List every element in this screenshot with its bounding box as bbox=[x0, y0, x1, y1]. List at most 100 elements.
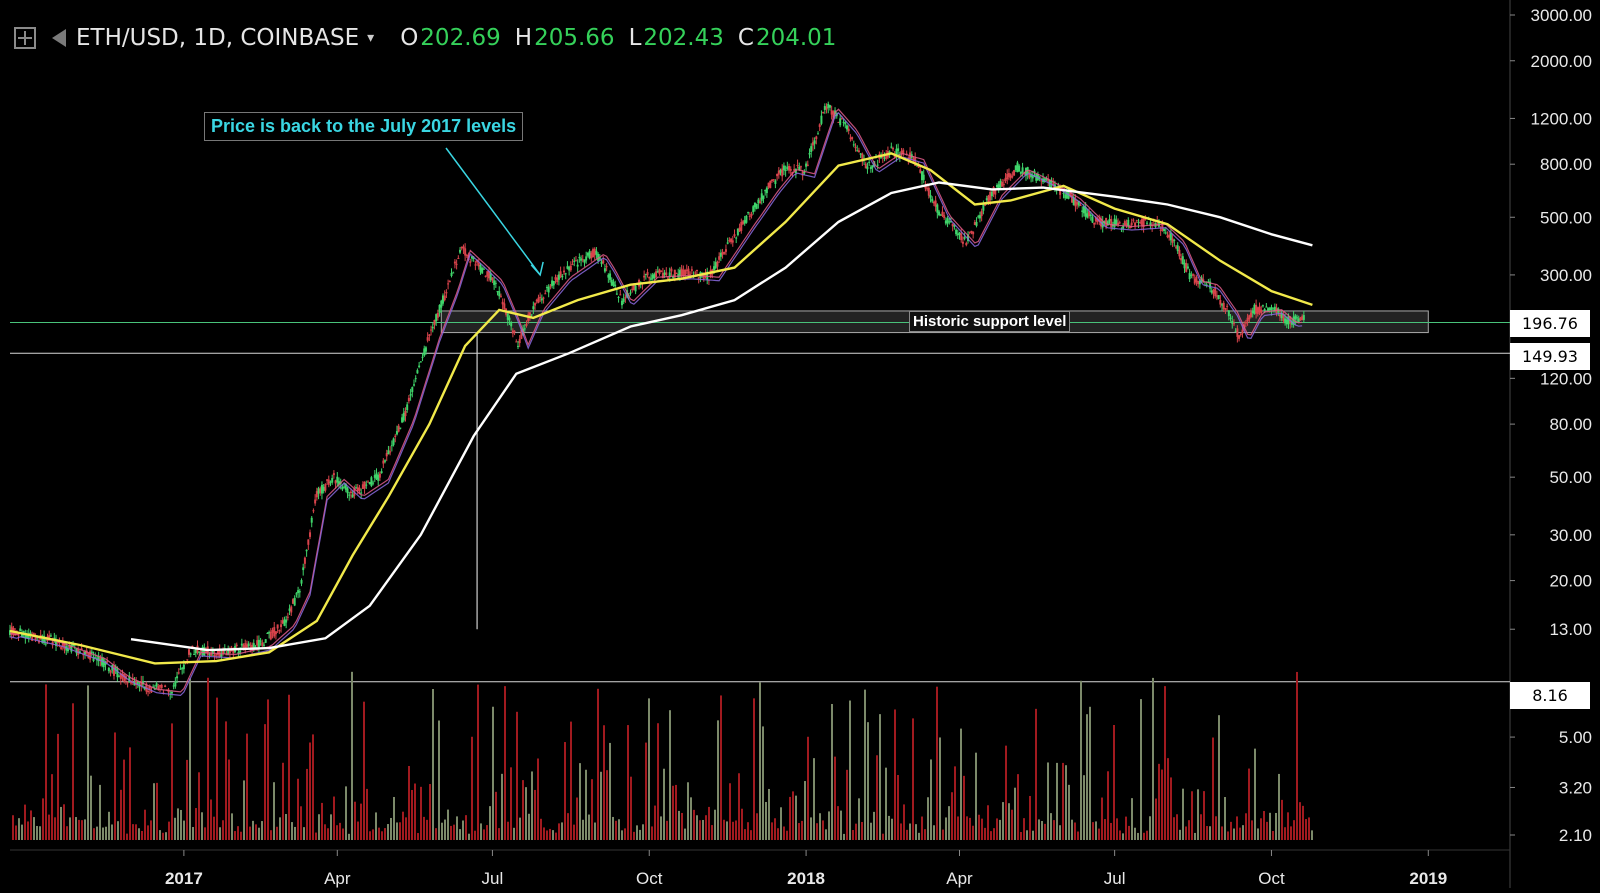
candle-body bbox=[26, 633, 29, 639]
chevron-down-icon[interactable]: ▾ bbox=[367, 30, 375, 46]
volume-bar bbox=[360, 803, 362, 840]
candle-body bbox=[455, 263, 458, 265]
candle-body bbox=[953, 225, 956, 227]
candle-body bbox=[382, 460, 385, 464]
candle-body bbox=[516, 345, 519, 347]
candle-body bbox=[828, 105, 831, 108]
candle-body bbox=[1273, 306, 1276, 311]
candle-body bbox=[1246, 317, 1249, 322]
volume-bar bbox=[999, 819, 1001, 840]
volume-bar bbox=[168, 821, 170, 840]
candle-body bbox=[288, 608, 291, 611]
candle-body bbox=[932, 201, 935, 204]
candle-body bbox=[1186, 266, 1189, 269]
candle-body bbox=[1205, 284, 1208, 286]
candle-body bbox=[876, 164, 879, 166]
candle-body bbox=[776, 173, 779, 177]
candle-body bbox=[140, 681, 143, 687]
volume-bar bbox=[1134, 827, 1136, 840]
candle-body bbox=[464, 248, 467, 256]
volume-bar bbox=[846, 769, 848, 840]
candle-body bbox=[1236, 328, 1239, 337]
volume-bar bbox=[348, 833, 350, 840]
volume-bar bbox=[363, 701, 365, 840]
candle-body bbox=[759, 201, 762, 203]
candle-body bbox=[63, 642, 66, 649]
y-tick-label: 50.00 bbox=[1549, 468, 1592, 487]
volume-bar bbox=[492, 706, 494, 840]
volume-bar bbox=[108, 811, 110, 840]
volume-bar bbox=[141, 830, 143, 840]
volume-bar bbox=[486, 825, 488, 840]
candle-body bbox=[303, 557, 306, 564]
volume-bar bbox=[1113, 724, 1115, 840]
candle-body bbox=[796, 165, 799, 167]
candle-body bbox=[459, 249, 462, 253]
candle-body bbox=[931, 198, 934, 202]
candle-body bbox=[1248, 315, 1251, 320]
candle-body bbox=[967, 234, 970, 242]
symbol-title[interactable]: ETH/USD, 1D, COINBASE bbox=[76, 25, 360, 51]
candle-body bbox=[102, 659, 105, 668]
candle-body bbox=[801, 171, 804, 176]
candle-body bbox=[309, 532, 312, 537]
volume-bar bbox=[393, 796, 395, 840]
volume-bar bbox=[231, 813, 233, 840]
volume-bar bbox=[984, 827, 986, 840]
volume-bar bbox=[432, 689, 434, 840]
candle-body bbox=[1282, 313, 1285, 321]
volume-bar bbox=[105, 826, 107, 840]
candle-body bbox=[1082, 206, 1085, 214]
volume-bar bbox=[573, 824, 575, 840]
candle-body bbox=[170, 691, 173, 694]
volume-bar bbox=[789, 796, 791, 840]
volume-bar bbox=[1077, 831, 1079, 840]
candle-body bbox=[41, 635, 44, 644]
candle-body bbox=[1019, 171, 1022, 174]
candle-body bbox=[786, 166, 789, 170]
volume-bar bbox=[1218, 715, 1220, 840]
candle-body bbox=[1033, 170, 1036, 173]
volume-bar bbox=[744, 829, 746, 840]
candle-body bbox=[394, 435, 397, 437]
volume-bar bbox=[861, 821, 863, 840]
volume-bar bbox=[672, 785, 674, 840]
volume-bar bbox=[828, 811, 830, 840]
volume-bar bbox=[567, 813, 569, 840]
candle-body bbox=[735, 237, 738, 239]
volume-bar bbox=[1155, 798, 1157, 840]
candle-body bbox=[341, 486, 344, 490]
candle-body bbox=[136, 681, 139, 685]
candle-body bbox=[586, 252, 589, 256]
candle-body bbox=[970, 230, 973, 233]
candle-body bbox=[441, 295, 444, 304]
flag-icon[interactable] bbox=[52, 29, 66, 47]
annotation-arrowhead bbox=[530, 261, 544, 277]
volume-bar bbox=[1170, 777, 1172, 840]
volume-bar bbox=[669, 710, 671, 840]
volume-bar bbox=[711, 825, 713, 840]
add-symbol-icon[interactable] bbox=[14, 27, 36, 49]
volume-bar bbox=[408, 765, 410, 840]
volume-bar bbox=[897, 774, 899, 840]
annotation-label[interactable]: Price is back to the July 2017 levels bbox=[204, 112, 524, 141]
candle-body bbox=[668, 272, 671, 278]
volume-bar bbox=[1215, 816, 1217, 840]
candle-body bbox=[1128, 226, 1131, 229]
candle-body bbox=[80, 648, 83, 651]
candle-body bbox=[285, 619, 288, 623]
volume-bar bbox=[1260, 818, 1262, 840]
support-level-label[interactable]: Historic support level bbox=[909, 311, 1071, 332]
volume-bar bbox=[753, 698, 755, 840]
candle-body bbox=[440, 300, 443, 308]
candle-body bbox=[648, 276, 651, 279]
candle-body bbox=[733, 234, 736, 237]
volume-bar bbox=[381, 831, 383, 840]
candle-body bbox=[266, 632, 269, 634]
candle-body bbox=[997, 184, 1000, 190]
candle-body bbox=[718, 256, 721, 260]
candle-body bbox=[215, 653, 218, 656]
candle-body bbox=[614, 284, 617, 287]
candle-body bbox=[298, 591, 301, 593]
